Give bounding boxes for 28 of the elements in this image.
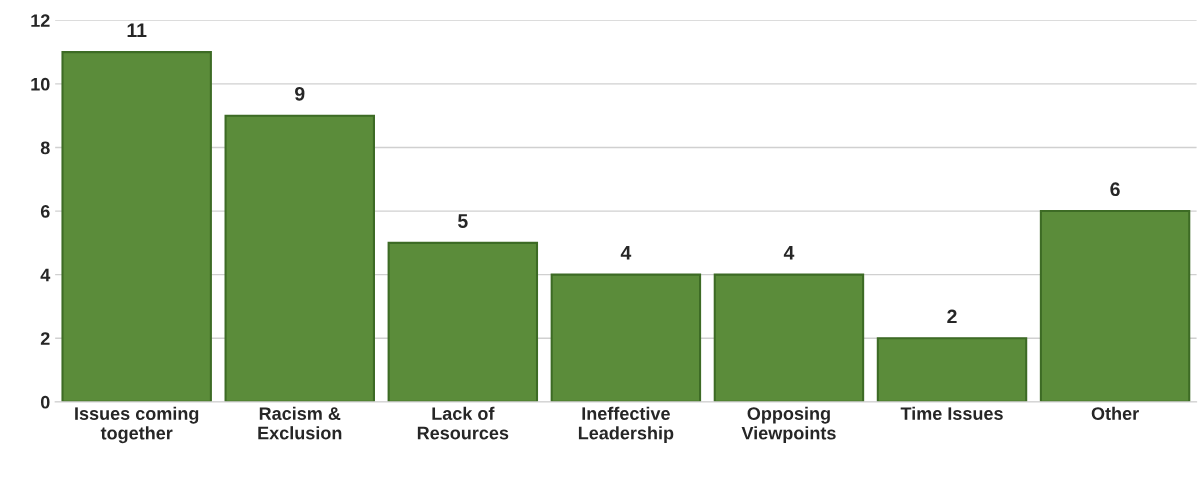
y-tick-label: 8 (40, 141, 50, 155)
y-tick-label: 4 (40, 268, 51, 282)
bar (224, 114, 375, 402)
data-label: 4 (620, 246, 632, 260)
y-tick-label: 10 (31, 77, 50, 91)
x-tick-label: Lack of Resources (417, 406, 509, 440)
bar (713, 273, 865, 402)
x-tick-label: Issues coming together (75, 406, 199, 444)
y-tick-label: 12 (31, 14, 50, 27)
data-label: 5 (458, 214, 468, 228)
x-tick-label: Other (1091, 406, 1139, 420)
data-label: 4 (783, 246, 795, 260)
data-label: 11 (127, 23, 147, 37)
x-tick-label: Racism & Exclusion (258, 406, 342, 440)
x-tick-label: Opposing Viewpoints (741, 406, 836, 444)
y-tick-label: 6 (40, 205, 50, 218)
data-label: 9 (295, 86, 305, 101)
bar (387, 241, 539, 402)
x-tick-label: Ineffective Leadership (578, 406, 674, 443)
data-label: 6 (1110, 182, 1120, 197)
y-tick-label: 2 (40, 332, 50, 345)
bar (876, 337, 1028, 402)
y-tick-label: 0 (40, 395, 50, 409)
data-label: 2 (947, 309, 957, 324)
x-tick-label: Time Issues (900, 406, 1003, 420)
bar (61, 51, 212, 402)
bar (550, 273, 702, 402)
bar (1039, 210, 1191, 402)
